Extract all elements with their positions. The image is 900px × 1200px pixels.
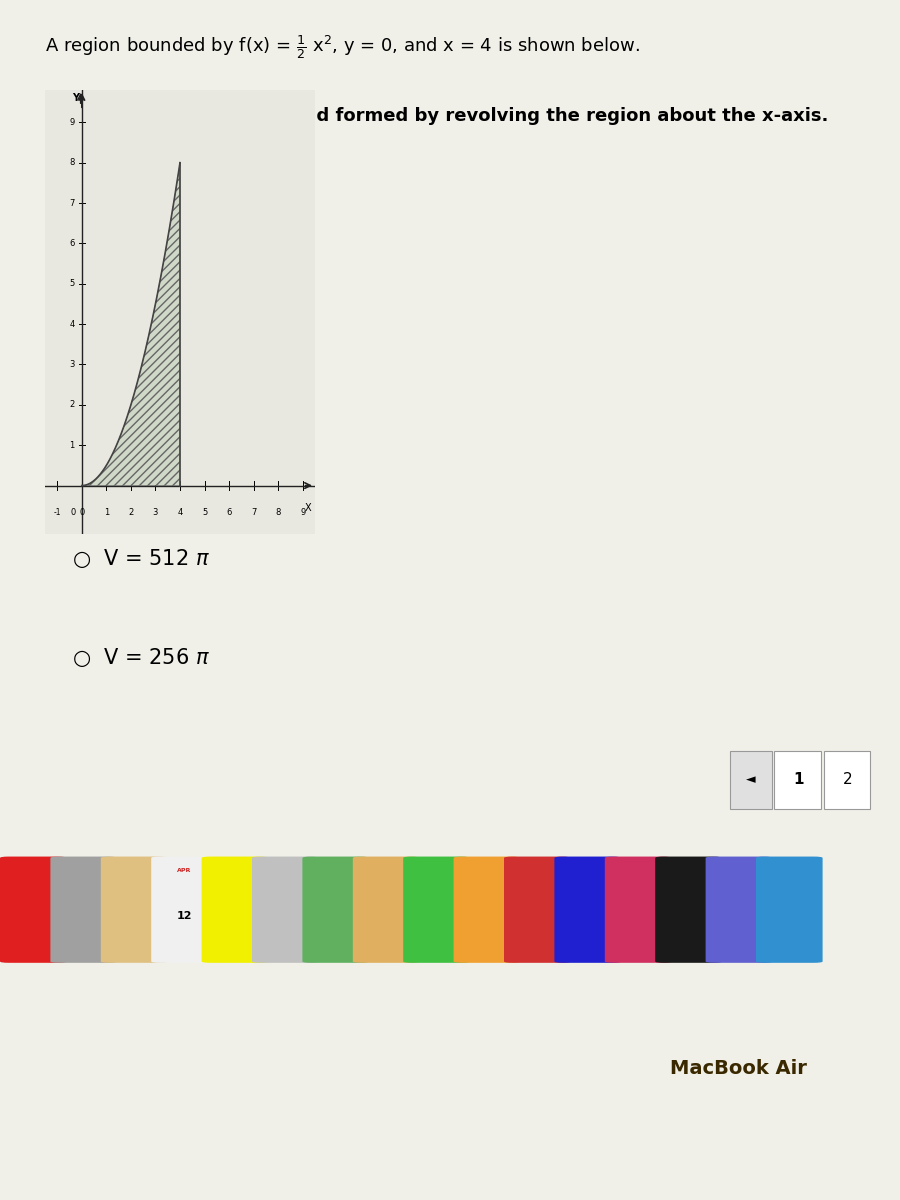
FancyBboxPatch shape xyxy=(824,751,870,809)
Text: 5: 5 xyxy=(69,280,75,288)
Text: 5: 5 xyxy=(202,508,207,517)
Text: 2: 2 xyxy=(843,773,853,787)
FancyBboxPatch shape xyxy=(605,857,671,962)
Text: 9: 9 xyxy=(69,118,75,127)
Text: 0: 0 xyxy=(79,508,85,517)
Text: $\bigcirc$  V = 512 $\pi$: $\bigcirc$ V = 512 $\pi$ xyxy=(72,547,210,570)
Text: $\bigcirc$  V = 256 $\pi$: $\bigcirc$ V = 256 $\pi$ xyxy=(72,646,210,670)
FancyBboxPatch shape xyxy=(554,857,621,962)
Text: 1: 1 xyxy=(104,508,109,517)
Text: 1: 1 xyxy=(69,440,75,450)
Text: 8: 8 xyxy=(69,158,75,167)
FancyBboxPatch shape xyxy=(756,857,823,962)
Text: 0: 0 xyxy=(70,508,76,517)
FancyBboxPatch shape xyxy=(252,857,319,962)
Text: 9: 9 xyxy=(300,508,305,517)
Text: A region bounded by f(x) = $\frac{1}{2}$ x$^2$, y = 0, and x = 4 is shown below.: A region bounded by f(x) = $\frac{1}{2}$… xyxy=(45,32,640,61)
Text: 2: 2 xyxy=(129,508,133,517)
Text: 2: 2 xyxy=(69,401,75,409)
Text: $\bigcirc$  V = $\dfrac{256}{5}$ $\pi$: $\bigcirc$ V = $\dfrac{256}{5}$ $\pi$ xyxy=(72,439,212,481)
FancyBboxPatch shape xyxy=(403,857,470,962)
Text: 12: 12 xyxy=(176,911,193,920)
Text: Y: Y xyxy=(72,94,79,103)
FancyBboxPatch shape xyxy=(454,857,520,962)
Text: 6: 6 xyxy=(69,239,75,248)
Text: 1: 1 xyxy=(794,773,805,787)
Text: 3: 3 xyxy=(153,508,158,517)
Text: 8: 8 xyxy=(275,508,281,517)
Text: APR: APR xyxy=(177,868,192,872)
FancyBboxPatch shape xyxy=(50,857,117,962)
Text: 3: 3 xyxy=(69,360,75,368)
FancyBboxPatch shape xyxy=(353,857,419,962)
FancyBboxPatch shape xyxy=(706,857,772,962)
FancyBboxPatch shape xyxy=(202,857,268,962)
FancyBboxPatch shape xyxy=(730,751,772,809)
Text: $\bigcirc$  V = $\dfrac{256}{5}$: $\bigcirc$ V = $\dfrac{256}{5}$ xyxy=(72,341,191,383)
Text: 4: 4 xyxy=(69,319,75,329)
FancyBboxPatch shape xyxy=(0,857,67,962)
FancyBboxPatch shape xyxy=(655,857,722,962)
Text: X: X xyxy=(304,503,310,512)
Text: -1: -1 xyxy=(53,508,61,517)
Text: ◄: ◄ xyxy=(746,774,756,786)
Text: Find the volume of the solid formed by revolving the region about the x-axis.: Find the volume of the solid formed by r… xyxy=(45,107,828,125)
Text: 7: 7 xyxy=(251,508,256,517)
Text: MacBook Air: MacBook Air xyxy=(670,1058,806,1078)
FancyBboxPatch shape xyxy=(774,751,821,809)
FancyBboxPatch shape xyxy=(504,857,571,962)
Text: 7: 7 xyxy=(69,198,75,208)
Text: 4: 4 xyxy=(177,508,183,517)
FancyBboxPatch shape xyxy=(151,857,218,962)
FancyBboxPatch shape xyxy=(302,857,369,962)
Text: 6: 6 xyxy=(227,508,232,517)
FancyBboxPatch shape xyxy=(101,857,167,962)
